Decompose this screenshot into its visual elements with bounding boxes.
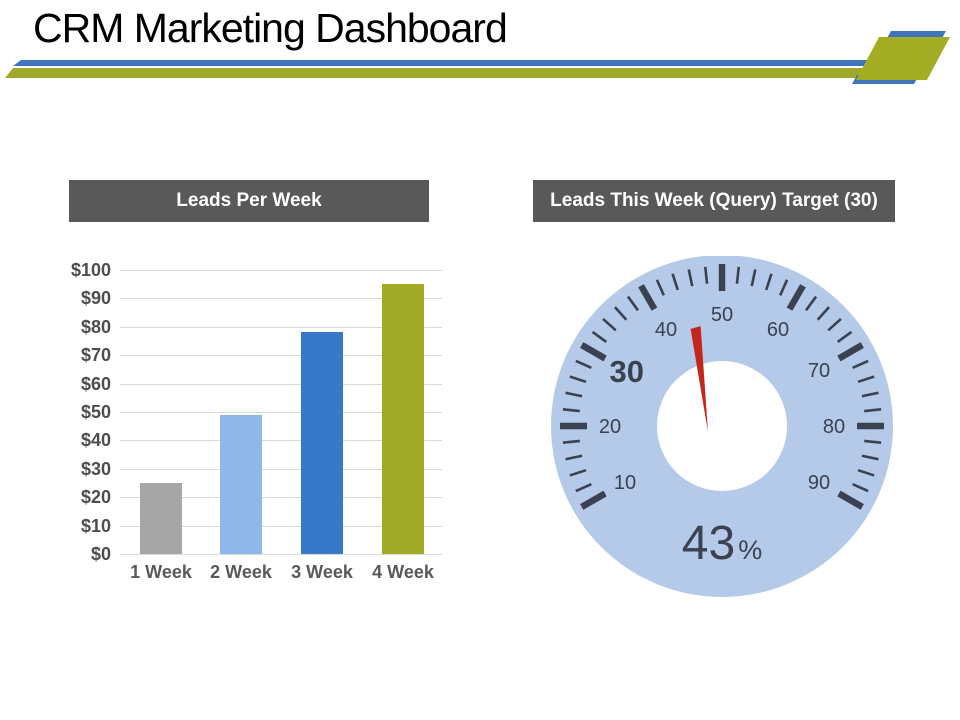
corner-decoration-blue-top (886, 31, 946, 40)
bar-3-week (301, 332, 343, 554)
x-axis-category-label: 4 Week (372, 562, 434, 582)
gauge-tick-label: 10 (614, 472, 636, 494)
x-axis-category-label: 3 Week (291, 562, 353, 582)
gauge-major-tick (837, 490, 864, 510)
gauge-minor-tick (565, 391, 583, 398)
gridline (120, 468, 442, 470)
leads-target-gauge-chart: 10 20 30 40 50 60 70 80 90 43% (550, 255, 894, 600)
gauge-minor-tick (591, 330, 608, 343)
y-axis-tick-label: $10 (80, 515, 111, 536)
gridline (120, 355, 442, 357)
gauge-tick-label: 70 (808, 360, 830, 382)
gauge-minor-tick (565, 454, 583, 461)
gauge-major-tick (837, 342, 864, 362)
gridline (120, 525, 442, 527)
gauge-minor-tick (864, 439, 882, 445)
gauge-minor-tick (562, 439, 580, 445)
bar-chart-title-banner: Leads Per Week (69, 180, 429, 222)
gauge-minor-tick (655, 279, 666, 296)
bar-1-week (140, 483, 182, 554)
gauge-center-hole (657, 361, 787, 491)
gauge-major-tick (786, 284, 806, 311)
y-axis-tick-label: $30 (80, 458, 111, 479)
gauge-tick-label: 60 (767, 319, 789, 341)
gauge-minor-tick (703, 266, 709, 284)
header-rule-blue (13, 60, 883, 66)
x-axis-category-label: 2 Week (210, 562, 272, 582)
gauge-minor-tick (864, 407, 882, 413)
gauge-minor-tick (575, 359, 592, 370)
gauge-minor-tick (816, 306, 831, 321)
y-axis-tick-label: $20 (80, 487, 111, 508)
gauge-minor-tick (569, 375, 587, 384)
gauge-minor-tick (861, 391, 879, 398)
y-axis-tick-label: $50 (80, 402, 111, 422)
gridline (120, 497, 442, 499)
gauge-minor-tick (852, 359, 869, 370)
gauge-minor-tick (778, 279, 789, 296)
gauge-minor-tick (764, 273, 773, 291)
header-rule-olive (5, 68, 879, 78)
gauge-tick-label: 50 (711, 304, 733, 326)
bar-2-week (220, 414, 262, 554)
x-axis-category-label: 1 Week (130, 562, 192, 582)
gauge-minor-tick (626, 295, 639, 312)
gridline (120, 326, 442, 328)
page-title: CRM Marketing Dashboard (33, 5, 508, 51)
bar-4-week (382, 284, 424, 554)
gauge-major-tick (580, 342, 607, 362)
gauge-minor-tick (671, 273, 680, 291)
y-axis-tick-label: $100 (70, 260, 111, 280)
gauge-needle (690, 326, 708, 432)
y-axis-tick-label: $0 (90, 544, 111, 564)
gauge-tick-label: 90 (808, 472, 830, 494)
leads-per-week-bar-chart: $0 $10 $20 $30 $40 $50 $60 $70 $80 $90 $100 1 Week 2… (55, 255, 465, 600)
gridline (120, 412, 442, 413)
gauge-title-banner: Leads This Week (Query) Target (30) (533, 180, 895, 222)
gauge-svg: 10 20 30 40 50 60 70 80 90 43% (551, 255, 893, 597)
gauge-minor-tick (836, 330, 853, 343)
gauge-minor-tick (569, 468, 587, 477)
gauge-minor-tick (750, 269, 757, 287)
corner-decoration-parallelogram (856, 37, 950, 80)
gauge-minor-tick (857, 468, 875, 477)
gauge-minor-tick (562, 407, 580, 413)
gauge-minor-tick (575, 482, 592, 493)
y-axis-tick-label: $60 (80, 373, 111, 394)
gauge-minor-tick (613, 306, 628, 321)
gauge-minor-tick (827, 317, 842, 332)
gauge-minor-tick (687, 269, 694, 287)
gauge-percentage-value: 43% (682, 517, 762, 570)
gridline (120, 440, 442, 442)
gridline (120, 383, 442, 385)
gauge-tick-label: 20 (599, 416, 621, 438)
gauge-tick-label: 40 (655, 319, 677, 341)
gauge-major-tick (580, 490, 607, 510)
gauge-tick-label: 80 (823, 416, 845, 438)
y-axis-tick-label: $70 (80, 345, 111, 366)
gridline (120, 554, 442, 555)
y-axis-tick-label: $80 (80, 316, 111, 337)
gauge-minor-tick (861, 454, 879, 461)
gauge-minor-tick (857, 375, 875, 384)
gauge-minor-tick (852, 482, 869, 493)
gauge-minor-tick (735, 266, 741, 284)
gauge-major-tick (638, 284, 658, 311)
gauge-minor-tick (805, 295, 818, 312)
gridline (120, 270, 442, 271)
y-axis-tick-label: $40 (80, 430, 111, 451)
gauge-target-label: 30 (609, 354, 643, 389)
y-axis-tick-label: $90 (80, 288, 111, 309)
gauge-minor-tick (602, 317, 617, 332)
gridline (120, 298, 442, 300)
